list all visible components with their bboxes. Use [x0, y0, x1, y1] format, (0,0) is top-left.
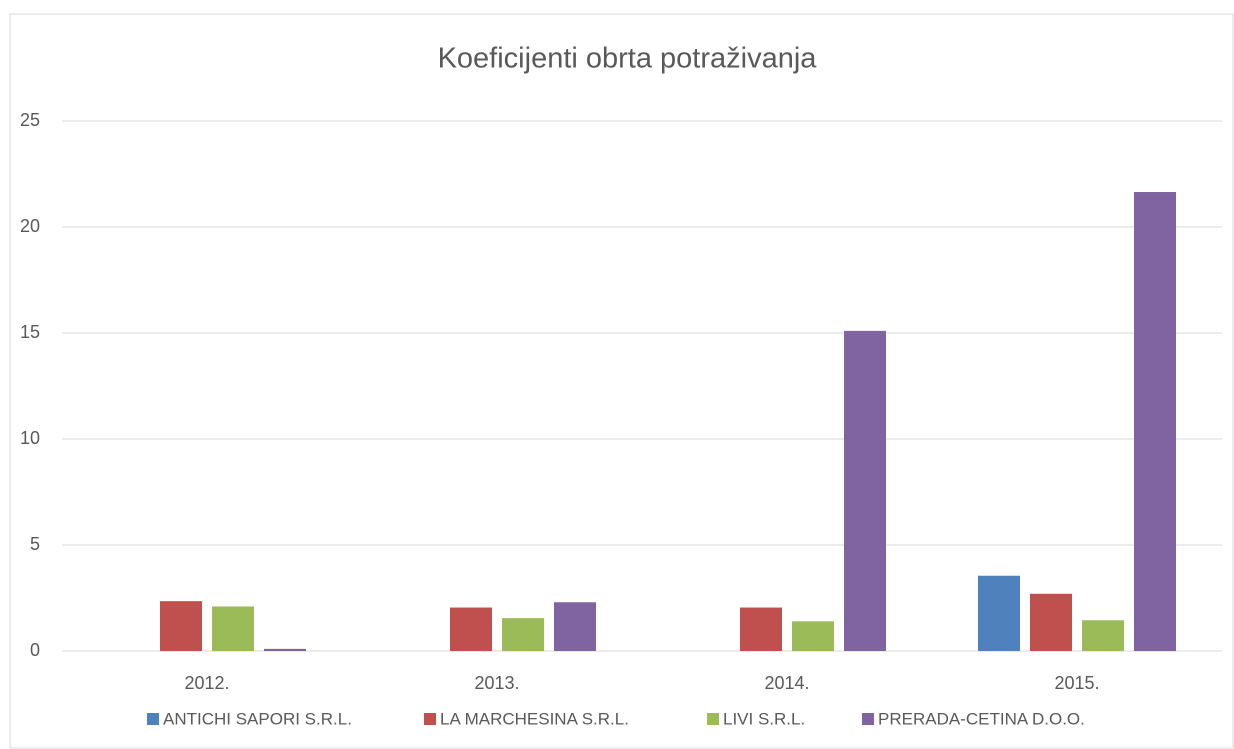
- x-tick-label: 2012.: [184, 673, 229, 693]
- bar: [554, 602, 596, 651]
- legend-swatch: [147, 713, 159, 725]
- bar: [792, 621, 834, 651]
- legend-label: LIVI S.R.L.: [723, 709, 805, 728]
- bar: [1134, 192, 1176, 651]
- bar: [978, 575, 1020, 651]
- bar: [160, 601, 202, 651]
- legend-label: LA MARCHESINA S.R.L.: [440, 709, 629, 728]
- legend-swatch: [707, 713, 719, 725]
- y-tick-label: 15: [20, 322, 40, 342]
- x-tick-label: 2014.: [764, 673, 809, 693]
- bar: [844, 330, 886, 651]
- bar: [1030, 593, 1072, 651]
- bar: [502, 618, 544, 651]
- bar: [264, 648, 306, 651]
- y-tick-label: 25: [20, 110, 40, 130]
- y-tick-label: 10: [20, 428, 40, 448]
- legend-label: ANTICHI SAPORI S.R.L.: [163, 709, 352, 728]
- legend-swatch: [862, 713, 874, 725]
- legend-swatch: [424, 713, 436, 725]
- bar: [212, 606, 254, 651]
- bar: [1082, 620, 1124, 651]
- y-tick-label: 20: [20, 216, 40, 236]
- bar: [740, 607, 782, 651]
- x-tick-label: 2015.: [1054, 673, 1099, 693]
- chart-title: Koeficijenti obrta potraživanja: [438, 43, 818, 75]
- x-tick-label: 2013.: [474, 673, 519, 693]
- legend-label: PRERADA-CETINA D.O.O.: [878, 709, 1085, 728]
- bar: [450, 607, 492, 651]
- y-tick-label: 0: [30, 640, 40, 660]
- y-tick-label: 5: [30, 534, 40, 554]
